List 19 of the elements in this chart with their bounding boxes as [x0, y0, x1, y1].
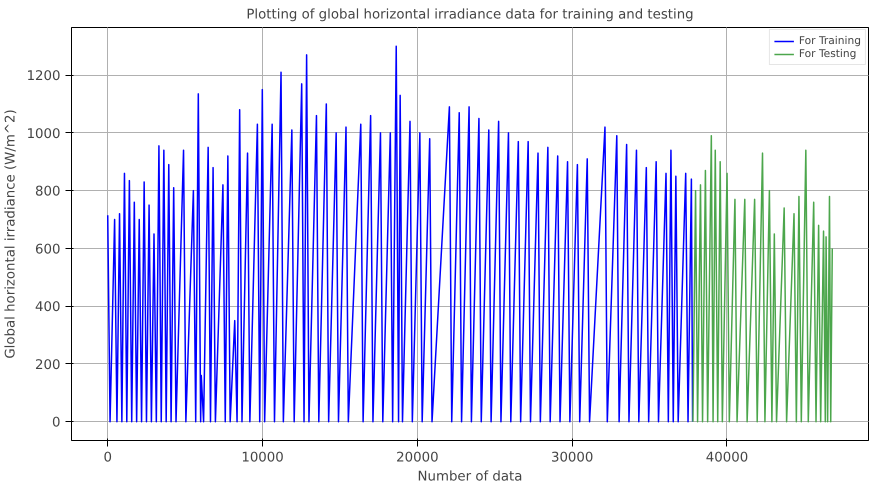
y-tick-label: 600: [35, 242, 61, 258]
y-tick-label: 800: [35, 184, 61, 200]
y-tick-label: 200: [35, 358, 61, 373]
y-tick-label: 400: [35, 300, 61, 316]
x-tick-label: 30000: [550, 450, 594, 466]
y-tick-label: 1000: [26, 126, 61, 142]
y-tick-label: 1200: [26, 69, 61, 84]
y-tick-label: 0: [52, 416, 61, 431]
x-axis-title: Number of data: [418, 470, 522, 484]
chart-title: Plotting of global horizontal irradiance data for training and testing: [246, 8, 694, 22]
y-axis-title: Global horizontal irradiance (W/m^2): [4, 109, 19, 359]
legend-label: For Training: [798, 34, 861, 47]
legend-label: For Testing: [798, 47, 856, 60]
x-tick-label: 0: [103, 450, 112, 466]
line-series: [692, 135, 834, 422]
x-tick-label: 20000: [396, 450, 439, 466]
line-series: [106, 46, 694, 422]
x-tick-label: 10000: [241, 450, 284, 466]
x-tick-label: 40000: [706, 450, 748, 466]
